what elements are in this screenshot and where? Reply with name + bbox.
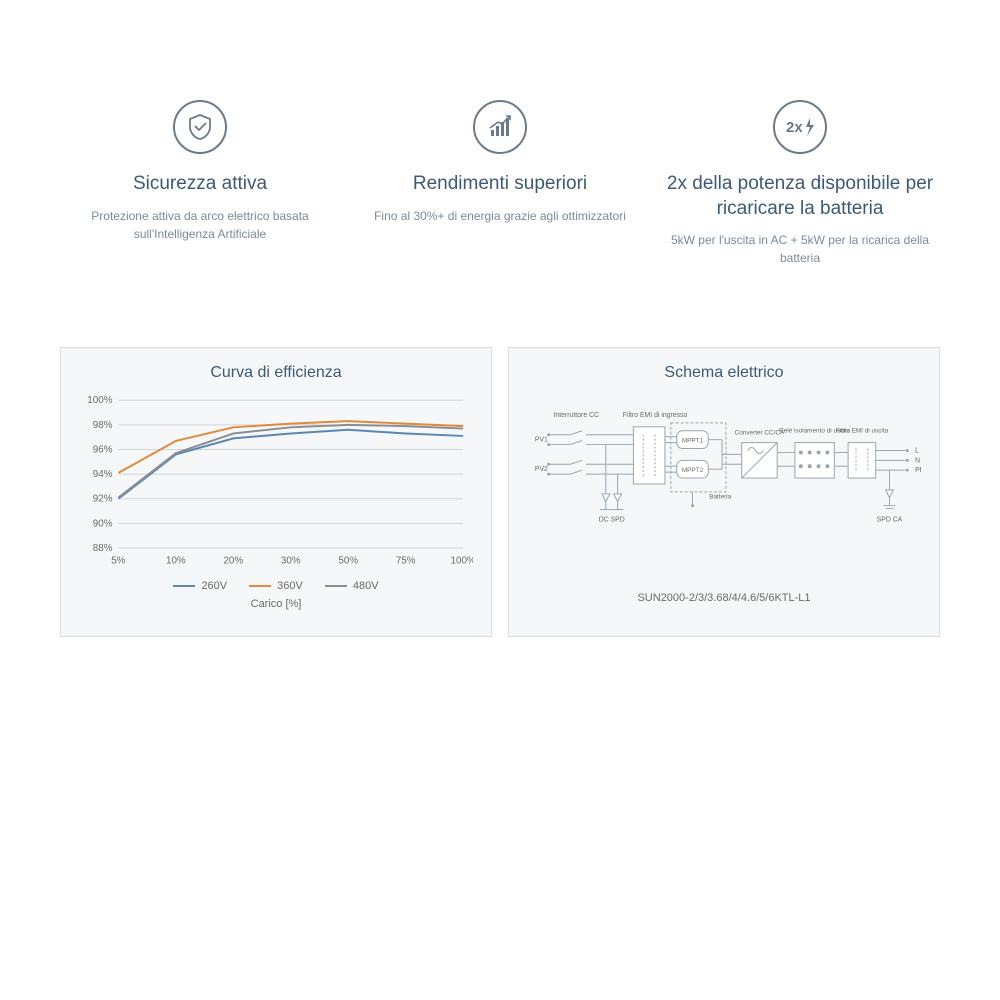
svg-text:L: L <box>915 448 919 455</box>
svg-text:2x: 2x <box>786 119 803 136</box>
legend-item: 360V <box>249 580 303 592</box>
feature-performance: Rendimenti superiori Fino al 30%+ di ene… <box>360 100 640 267</box>
chart-title: Schema elettrico <box>527 364 921 382</box>
svg-text:88%: 88% <box>93 543 113 554</box>
svg-text:Interruttore CC: Interruttore CC <box>554 412 600 419</box>
svg-text:N: N <box>915 458 920 465</box>
feature-title: Sicurezza attiva <box>60 172 340 197</box>
svg-text:30%: 30% <box>281 556 301 567</box>
efficiency-chart: Curva di efficienza 88% 90% 92% 94% 96% 98% 10… <box>60 347 492 637</box>
svg-text:94%: 94% <box>93 469 113 480</box>
chart-up-icon <box>473 100 527 154</box>
svg-text:PE: PE <box>915 468 921 475</box>
svg-text:SPD CA: SPD CA <box>877 517 903 524</box>
shield-icon <box>173 100 227 154</box>
schematic-diagram: Interruttore CC Filtro EMI di ingresso PV1… <box>527 394 921 569</box>
svg-text:90%: 90% <box>93 519 113 530</box>
feature-title: 2x della potenza disponibile per ricaric… <box>660 172 940 221</box>
svg-text:20%: 20% <box>223 556 243 567</box>
legend-item: 260V <box>173 580 227 592</box>
svg-text:100%: 100% <box>451 556 473 567</box>
chart-legend: 260V 360V 480V <box>79 580 473 592</box>
svg-text:MPPT1: MPPT1 <box>682 438 704 445</box>
svg-text:Batteria: Batteria <box>709 494 731 501</box>
x-axis-label: Carico [%] <box>79 598 473 610</box>
svg-text:DC SPD: DC SPD <box>599 517 625 524</box>
svg-text:MPPT2: MPPT2 <box>682 468 704 475</box>
svg-text:PV1: PV1 <box>535 437 548 444</box>
svg-text:100%: 100% <box>87 396 112 407</box>
efficiency-plot: 88% 90% 92% 94% 96% 98% 100% 5% 10% 20% 30% 50% 75% 1… <box>79 394 473 569</box>
svg-text:92%: 92% <box>93 494 113 505</box>
feature-security: Sicurezza attiva Protezione attiva da ar… <box>60 100 340 267</box>
schematic-panel: Schema elettrico Interruttore CC Filtro E… <box>508 347 940 637</box>
svg-text:5%: 5% <box>111 556 125 567</box>
legend-item: 480V <box>325 580 379 592</box>
2x-bolt-icon: 2x <box>773 100 827 154</box>
model-label: SUN2000-2/3/3.68/4/4.6/5/6KTL-L1 <box>527 592 921 604</box>
feature-title: Rendimenti superiori <box>360 172 640 197</box>
feature-desc: Protezione attiva da arco elettrico basa… <box>60 207 340 243</box>
feature-desc: Fino al 30%+ di energia grazie agli otti… <box>360 207 640 225</box>
svg-text:Converter CC/CA: Converter CC/CA <box>735 430 785 437</box>
svg-text:PV2: PV2 <box>535 467 548 474</box>
svg-text:75%: 75% <box>396 556 416 567</box>
feature-power: 2x 2x della potenza disponibile per rica… <box>660 100 940 267</box>
chart-title: Curva di efficienza <box>79 364 473 382</box>
svg-text:98%: 98% <box>93 420 113 431</box>
svg-text:96%: 96% <box>93 445 113 456</box>
svg-text:50%: 50% <box>338 556 358 567</box>
svg-text:Filtro EMI di uscita: Filtro EMI di uscita <box>836 428 889 435</box>
svg-text:10%: 10% <box>166 556 186 567</box>
feature-desc: 5kW per l'uscita in AC + 5kW per la rica… <box>660 231 940 267</box>
svg-text:Filtro EMI di ingresso: Filtro EMI di ingresso <box>623 412 688 419</box>
